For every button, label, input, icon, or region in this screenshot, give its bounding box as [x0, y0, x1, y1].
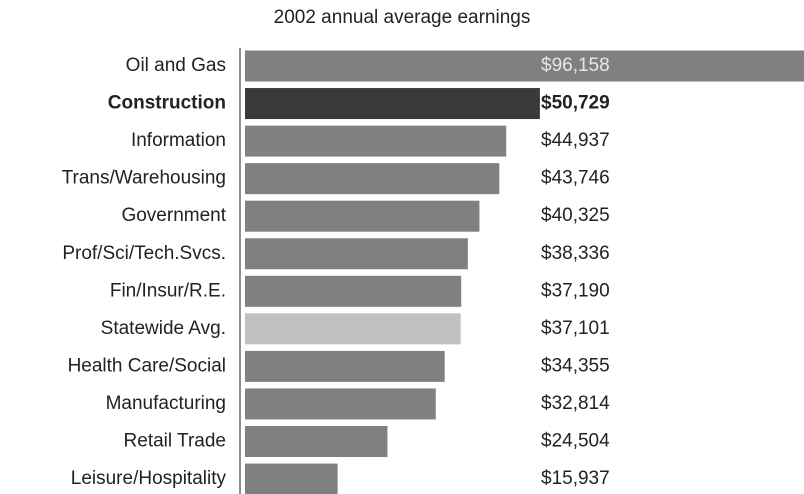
category-label: Retail Trade	[124, 431, 226, 452]
bar	[245, 463, 338, 494]
value-label: $32,814	[541, 393, 610, 414]
value-label: $37,101	[541, 318, 610, 339]
bar	[245, 163, 500, 195]
value-label: $15,937	[541, 468, 610, 489]
category-label: Construction	[108, 93, 226, 114]
bar	[245, 275, 462, 307]
category-label: Prof/Sci/Tech.Svcs.	[62, 243, 226, 264]
value-label: $34,355	[541, 355, 610, 376]
bar	[245, 125, 507, 157]
bar	[245, 88, 540, 120]
value-label: $96,158	[541, 55, 610, 76]
category-label: Fin/Insur/R.E.	[110, 280, 226, 301]
bar	[245, 200, 480, 232]
bar	[245, 388, 436, 420]
bar	[245, 238, 468, 270]
category-label: Leisure/Hospitality	[71, 468, 227, 489]
bar	[245, 313, 461, 345]
category-label: Trans/Warehousing	[62, 168, 226, 189]
category-label: Information	[131, 130, 226, 151]
chart-title: 2002 annual average earnings	[274, 7, 531, 28]
value-label: $43,746	[541, 168, 610, 189]
category-label: Statewide Avg.	[101, 318, 226, 339]
value-label: $24,504	[541, 431, 610, 452]
value-label: $40,325	[541, 205, 610, 226]
category-label: Manufacturing	[106, 393, 226, 414]
value-label: $38,336	[541, 243, 610, 264]
category-label: Oil and Gas	[126, 55, 226, 76]
value-label: $37,190	[541, 280, 610, 301]
bar	[245, 50, 804, 82]
bar	[245, 350, 445, 382]
category-label: Health Care/Social	[68, 355, 226, 376]
value-label: $50,729	[541, 93, 610, 114]
bar	[245, 426, 388, 457]
value-label: $44,937	[541, 130, 610, 151]
category-label: Government	[121, 205, 226, 226]
